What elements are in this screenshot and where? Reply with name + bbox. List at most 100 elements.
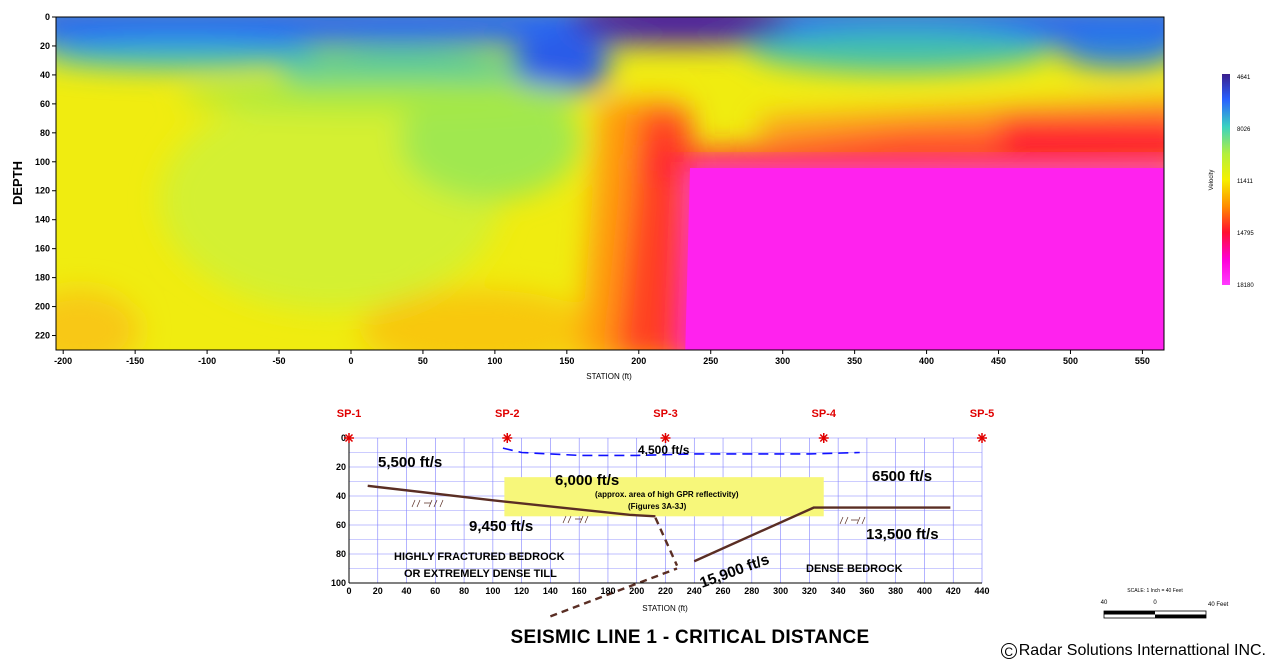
- velocity-label-13500: 13,500 ft/s: [866, 526, 939, 543]
- refractor-line-1: [367, 484, 656, 518]
- critical-x-tick-label: 300: [773, 586, 788, 596]
- scale-label-zero: 0: [1153, 600, 1157, 606]
- tomo-y-tick-label: 200: [35, 302, 50, 312]
- shot-point-label: SP-3: [653, 408, 677, 420]
- fractured-bedrock-label-1: HIGHLY FRACTURED BEDROCK: [394, 551, 565, 563]
- refractor-line-3: [654, 517, 679, 567]
- tomo-y-tick-label: 80: [40, 128, 50, 138]
- critical-x-tick-label: 120: [514, 586, 529, 596]
- tomo-y-tick-label: 40: [40, 70, 50, 80]
- critical-x-tick-label: 360: [859, 586, 874, 596]
- tomo-y-tick-label: 20: [40, 41, 50, 51]
- colorbar-tick-label: 18180: [1237, 283, 1254, 289]
- critical-y-tick-label: 80: [336, 549, 346, 559]
- critical-y-tick-label: 40: [336, 491, 346, 501]
- velocity-label-4500: 4,500 ft/s: [638, 443, 690, 457]
- tomo-x-tick-label: -50: [273, 356, 286, 366]
- velocity-label-6000: 6,000 ft/s: [555, 472, 619, 489]
- tomo-x-tick-label: 100: [487, 356, 502, 366]
- velocity-label-9450: 9,450 ft/s: [469, 518, 533, 535]
- critical-x-tick-label: 400: [917, 586, 932, 596]
- critical-distance-chart: 0 20 40 60 80 100 120 140 160 180 200 220 240 260 280 3…: [331, 408, 1229, 619]
- critical-x-tick-label: 80: [459, 586, 469, 596]
- tomogram-y-axis-label: DEPTH: [10, 161, 25, 205]
- critical-x-tick-label: 140: [543, 586, 558, 596]
- shot-point-marker: [344, 433, 354, 443]
- tomo-y-tick-label: 140: [35, 215, 50, 225]
- critical-x-tick-label: 280: [744, 586, 759, 596]
- critical-x-tick-label: 160: [572, 586, 587, 596]
- tomo-y-tick-label: 0: [45, 12, 50, 22]
- tomo-x-tick-label: 50: [418, 356, 428, 366]
- refractor-line-4: [549, 567, 678, 618]
- tomo-x-tick-label: 250: [703, 356, 718, 366]
- tomo-x-tick-label: 450: [991, 356, 1006, 366]
- tomo-y-tick-label: 180: [35, 273, 50, 283]
- tomo-x-tick-label: -200: [54, 356, 72, 366]
- critical-x-tick-label: 380: [888, 586, 903, 596]
- tomo-x-tick-label: -100: [198, 356, 216, 366]
- copyright: C Radar Solutions Internattional INC.: [1000, 642, 1266, 660]
- shot-point-label: SP-2: [495, 408, 519, 420]
- colorbar-tick-label: 8026: [1237, 127, 1251, 133]
- tomo-x-tick-label: 400: [919, 356, 934, 366]
- shot-point-marker: [660, 433, 671, 443]
- tomo-y-tick-label: 100: [35, 157, 50, 167]
- critical-x-tick-label: 240: [687, 586, 702, 596]
- tomo-x-tick-label: 0: [348, 356, 353, 366]
- velocity-heatmap: [56, 17, 1164, 350]
- critical-x-tick-label: 220: [658, 586, 673, 596]
- critical-x-tick-label: 60: [430, 586, 440, 596]
- critical-x-tick-label: 340: [831, 586, 846, 596]
- velocity-label-15900: 15,900 ft/s: [698, 551, 772, 592]
- tomo-y-tick-label: 160: [35, 244, 50, 254]
- critical-x-tick-label: 420: [946, 586, 961, 596]
- critical-x-axis-label: STATION (ft): [642, 604, 688, 613]
- critical-x-tick-label: 180: [600, 586, 615, 596]
- refractor-line-2: [693, 506, 951, 563]
- velocity-label-6500: 6500 ft/s: [872, 468, 932, 485]
- gpr-note: (approx. area of high GPR reflectivity): [595, 490, 739, 499]
- colorbar-tick-label: 4641: [1237, 75, 1251, 81]
- critical-y-tick-label: 60: [336, 520, 346, 530]
- critical-y-tick-label: 20: [336, 462, 346, 472]
- colorbar-tick-label: 14795: [1237, 231, 1254, 237]
- critical-x-tick-label: 0: [346, 586, 351, 596]
- copyright-icon: C: [1000, 642, 1017, 659]
- shot-point-label: SP-4: [812, 408, 837, 420]
- colorbar-label: Velocity: [1209, 170, 1215, 191]
- tomo-x-tick-label: 550: [1135, 356, 1150, 366]
- scale-label-right: 40 Feet: [1208, 602, 1229, 608]
- colorbar-tick-label: 11411: [1237, 179, 1253, 185]
- dense-bedrock-label: DENSE BEDROCK: [806, 563, 903, 575]
- critical-x-tick-label: 440: [974, 586, 989, 596]
- shot-point-marker: [502, 433, 513, 443]
- critical-x-tick-label: 320: [802, 586, 817, 596]
- shot-point-label: SP-5: [970, 408, 994, 420]
- scale-caption: SCALE: 1 Inch = 40 Feet: [1127, 588, 1183, 594]
- tomo-y-tick-label: 120: [35, 186, 50, 196]
- shot-point-label: SP-1: [337, 408, 361, 420]
- figure-title: SEISMIC LINE 1 - CRITICAL DISTANCE: [510, 627, 870, 648]
- critical-y-tick-label: 0: [341, 433, 346, 443]
- critical-x-tick-label: 260: [716, 586, 731, 596]
- tomo-y-tick-label: 60: [40, 99, 50, 109]
- tomo-x-tick-label: -150: [126, 356, 144, 366]
- critical-x-tick-label: 100: [485, 586, 500, 596]
- critical-x-tick-label: 40: [402, 586, 412, 596]
- tomo-x-tick-label: 150: [559, 356, 574, 366]
- velocity-label-5500: 5,500 ft/s: [378, 454, 442, 471]
- weathered-layer-line: [502, 447, 860, 457]
- critical-x-tick-label: 200: [629, 586, 644, 596]
- critical-y-tick-label: 100: [331, 578, 346, 588]
- fracture-symbols: [411, 499, 866, 525]
- gpr-reflectivity-area: [504, 477, 824, 517]
- velocity-tomogram-chart: -200 -150 -100 -50 0 50 100 150 200 250 300 350 400 4…: [10, 12, 1254, 381]
- scale-label-left: 40: [1101, 600, 1108, 606]
- tomo-x-tick-label: 200: [631, 356, 646, 366]
- fractured-bedrock-label-2: OR EXTREMELY DENSE TILL: [404, 568, 557, 580]
- copyright-text: Radar Solutions Internattional INC.: [1018, 642, 1266, 659]
- tomogram-x-axis-label: STATION (ft): [586, 372, 632, 381]
- tomo-y-tick-label: 220: [35, 331, 50, 341]
- scale-bar: SCALE: 1 Inch = 40 Feet 40 0 40 Feet: [1101, 588, 1229, 619]
